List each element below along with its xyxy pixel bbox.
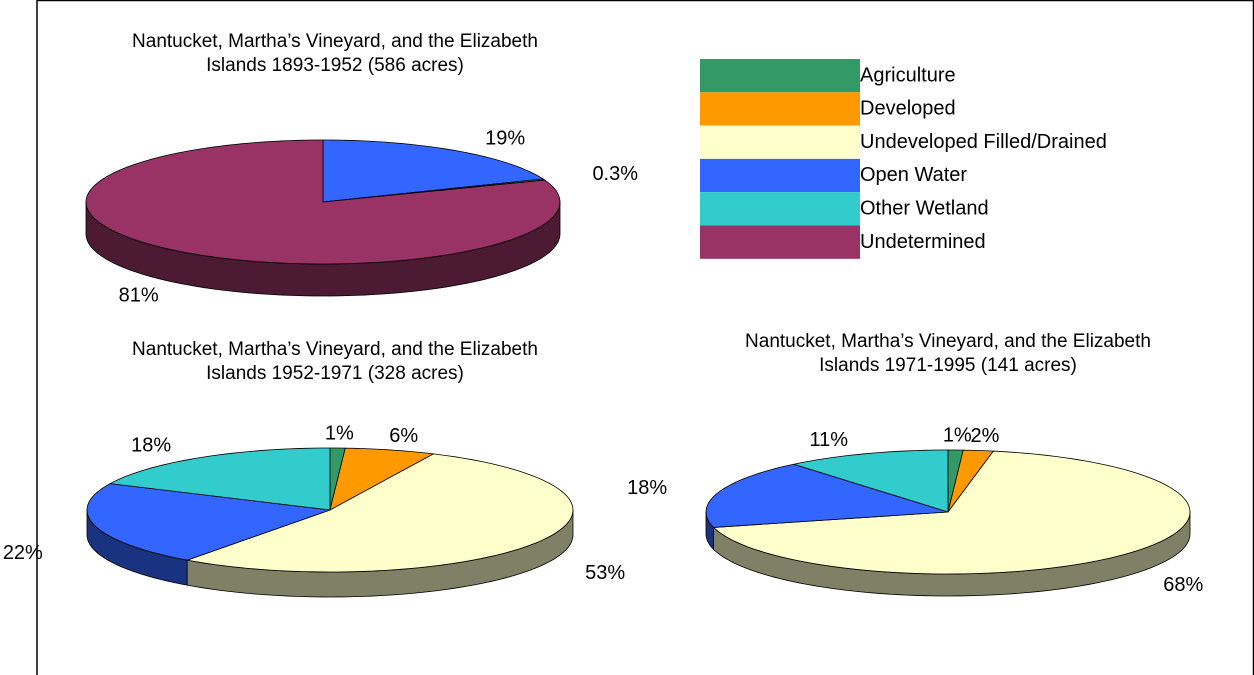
legend-label: Developed bbox=[860, 98, 956, 120]
data-label: 18% bbox=[131, 434, 171, 456]
data-label: 22% bbox=[3, 542, 43, 564]
data-label: 2% bbox=[971, 425, 1000, 447]
slice bbox=[185, 453, 574, 573]
data-label: 53% bbox=[585, 562, 625, 584]
slice bbox=[108, 447, 331, 511]
legend-label: Undeveloped Filled/Drained bbox=[860, 131, 1107, 153]
data-label: 18% bbox=[627, 477, 667, 499]
legend-label: Agriculture bbox=[860, 64, 956, 86]
data-label: 11% bbox=[809, 429, 848, 451]
data-label: 1% bbox=[943, 425, 972, 447]
legend-label: Open Water bbox=[860, 164, 967, 186]
legend-swatch bbox=[700, 59, 860, 93]
data-label: 1% bbox=[325, 423, 354, 445]
chart-title: Nantucket, Martha’s Vineyard, and the El… bbox=[745, 331, 1151, 376]
data-label: 6% bbox=[389, 425, 418, 447]
legend-label: Undetermined bbox=[860, 231, 986, 253]
chart-title: Nantucket, Martha’s Vineyard, and the El… bbox=[132, 31, 538, 76]
slice bbox=[712, 450, 1191, 575]
legend-swatch bbox=[700, 158, 860, 193]
legend-swatch bbox=[700, 92, 860, 126]
legend-swatch bbox=[700, 192, 860, 226]
slice bbox=[322, 139, 545, 203]
data-label: 0.3% bbox=[592, 163, 638, 185]
legend-swatch bbox=[700, 125, 860, 159]
slice bbox=[793, 449, 949, 513]
chart-title: Nantucket, Martha’s Vineyard, and the El… bbox=[132, 339, 538, 384]
slice bbox=[329, 447, 435, 511]
slice bbox=[705, 463, 949, 528]
data-label: 19% bbox=[485, 128, 525, 150]
data-label: 81% bbox=[119, 285, 159, 307]
legend-label: Other Wetland bbox=[860, 197, 989, 219]
legend-swatch bbox=[700, 225, 860, 259]
data-label: 68% bbox=[1163, 574, 1203, 596]
slice bbox=[85, 139, 561, 265]
